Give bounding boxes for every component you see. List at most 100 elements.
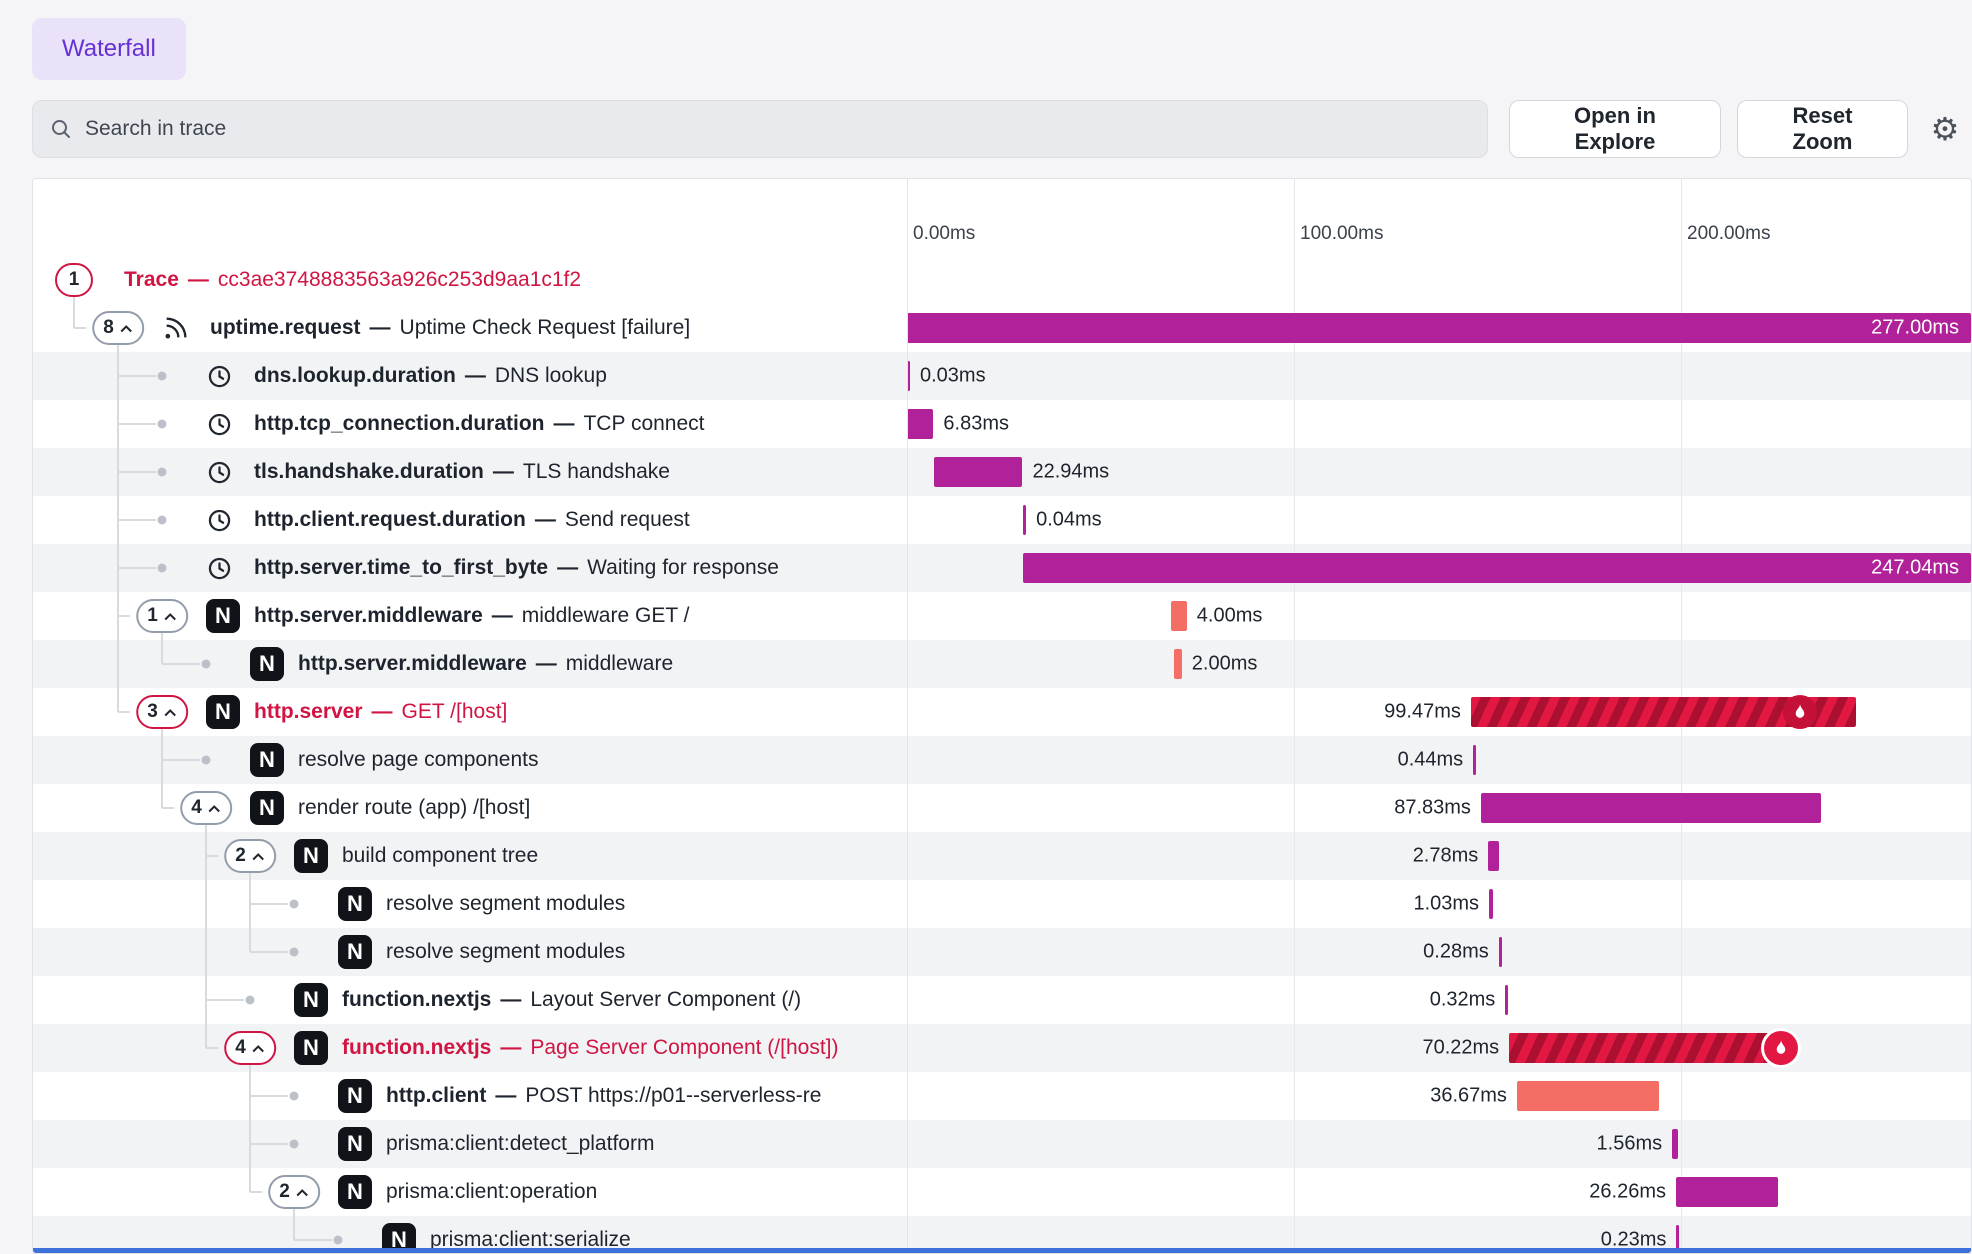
span-toggle-badge[interactable]: 2 [268,1175,320,1209]
tree-guide-line [205,880,207,928]
duration-bar[interactable] [1174,649,1182,679]
tree-guide-line [118,711,130,713]
separator-dash: — [495,1084,516,1108]
duration-label: 0.28ms [1423,941,1489,964]
duration-bar[interactable] [907,313,1971,343]
span-description: cc3ae3748883563a926c253d9aa1c1f2 [218,268,581,292]
tree-guide-line [118,375,156,377]
span-description: Layout Server Component (/) [530,988,801,1012]
duration-bar[interactable] [1171,601,1186,631]
span-name: resolve page components [298,748,539,772]
span-toggle-badge[interactable]: 4 [180,791,232,825]
duration-label: 1.03ms [1413,893,1479,916]
duration-label: 247.04ms [1871,557,1959,580]
span-name: function.nextjs [342,988,491,1012]
tree-guide-line [249,928,251,952]
tree-guide-line [73,304,75,328]
connector-dot [202,660,211,669]
separator-dash: — [492,604,513,628]
duration-bar[interactable] [1489,889,1493,919]
tab-waterfall[interactable]: Waterfall [32,18,186,80]
chevron-up-icon [119,324,133,333]
reset-zoom-button[interactable]: Reset Zoom [1737,100,1908,158]
span-toggle-badge[interactable]: 3 [136,695,188,729]
tree-guide-line [205,928,207,976]
connector-dot [290,1140,299,1149]
duration-bar[interactable] [1023,505,1026,535]
duration-bar[interactable] [1488,841,1499,871]
span-description: Waiting for response [587,556,779,580]
tree-guide-line [161,640,163,664]
uptime-check-icon [162,314,190,342]
duration-label: 1.56ms [1597,1133,1663,1156]
duration-bar[interactable] [1676,1177,1778,1207]
tree-guide-line [161,784,163,808]
search-input[interactable]: Search in trace [32,100,1488,158]
duration-label: 0.32ms [1430,989,1496,1012]
duration-label: 22.94ms [1032,461,1109,484]
span-name: uptime.request [210,316,361,340]
settings-button[interactable]: ⚙ [1918,100,1972,158]
duration-bar[interactable] [907,409,933,439]
tree-guide-line [161,633,163,640]
span-description: POST https://p01--serverless-re [525,1084,821,1108]
chevron-up-icon [251,852,265,861]
span-toggle-badge[interactable]: 1 [55,263,93,297]
tree-guide-line [250,903,288,905]
separator-dash: — [535,508,556,532]
tree-guide-line [249,1168,251,1192]
connector-dot [158,468,167,477]
duration-bar[interactable] [1505,985,1508,1015]
tree-guide-line [73,297,75,304]
duration-bar[interactable] [1499,937,1502,967]
nextjs-icon: N [338,1127,372,1161]
duration-bar[interactable] [1517,1081,1659,1111]
duration-bar[interactable] [1509,1033,1781,1063]
tree-guide-line [250,1095,288,1097]
duration-bar[interactable] [934,457,1023,487]
span-description: middleware GET / [522,604,690,628]
clock-icon [206,363,233,390]
tree-guide-line [117,688,119,712]
tree-guide-line [293,1216,295,1240]
span-name: prisma:client:operation [386,1180,597,1204]
tree-guide-line [294,1239,332,1241]
span-name: http.server.middleware [254,604,483,628]
span-name: http.server [254,700,363,724]
span-toggle-badge[interactable]: 2 [224,839,276,873]
error-fire-icon [1764,1031,1798,1065]
duration-bar[interactable] [1672,1129,1678,1159]
chevron-up-icon [163,612,177,621]
gear-icon: ⚙ [1931,110,1960,148]
panel-bottom-accent [33,1248,1971,1253]
flame-icon [1791,703,1809,721]
span-description: Uptime Check Request [failure] [400,316,691,340]
tree-guide-line [162,807,174,809]
connector-dot [158,516,167,525]
duration-label: 99.47ms [1384,701,1461,724]
span-toggle-badge[interactable]: 4 [224,1031,276,1065]
connector-dot [246,996,255,1005]
duration-bar[interactable] [1023,553,1971,583]
tree-guide-line [117,345,119,352]
duration-bar[interactable] [1481,793,1821,823]
open-in-explore-button[interactable]: Open in Explore [1509,100,1721,158]
span-toggle-badge[interactable]: 8 [92,311,144,345]
tree-guide-line [205,1024,207,1048]
span-description: DNS lookup [495,364,607,388]
tree-guide-line [162,663,200,665]
chevron-up-icon [163,708,177,717]
tree-guide-line [206,999,244,1001]
separator-dash: — [500,988,521,1012]
tree-guide-line [74,327,86,329]
axis-tick-label: 200.00ms [1687,223,1770,245]
tree-guide-line [118,471,156,473]
duration-bar[interactable] [1473,745,1476,775]
nextjs-icon: N [206,599,240,633]
trace-waterfall-panel: 0.00ms100.00ms200.00ms 1Trace—cc3ae37488… [32,178,1972,1254]
span-name: http.server.middleware [298,652,527,676]
span-toggle-badge[interactable]: 1 [136,599,188,633]
tree-guide-line [250,951,288,953]
connector-dot [158,564,167,573]
duration-label: 36.67ms [1430,1085,1507,1108]
